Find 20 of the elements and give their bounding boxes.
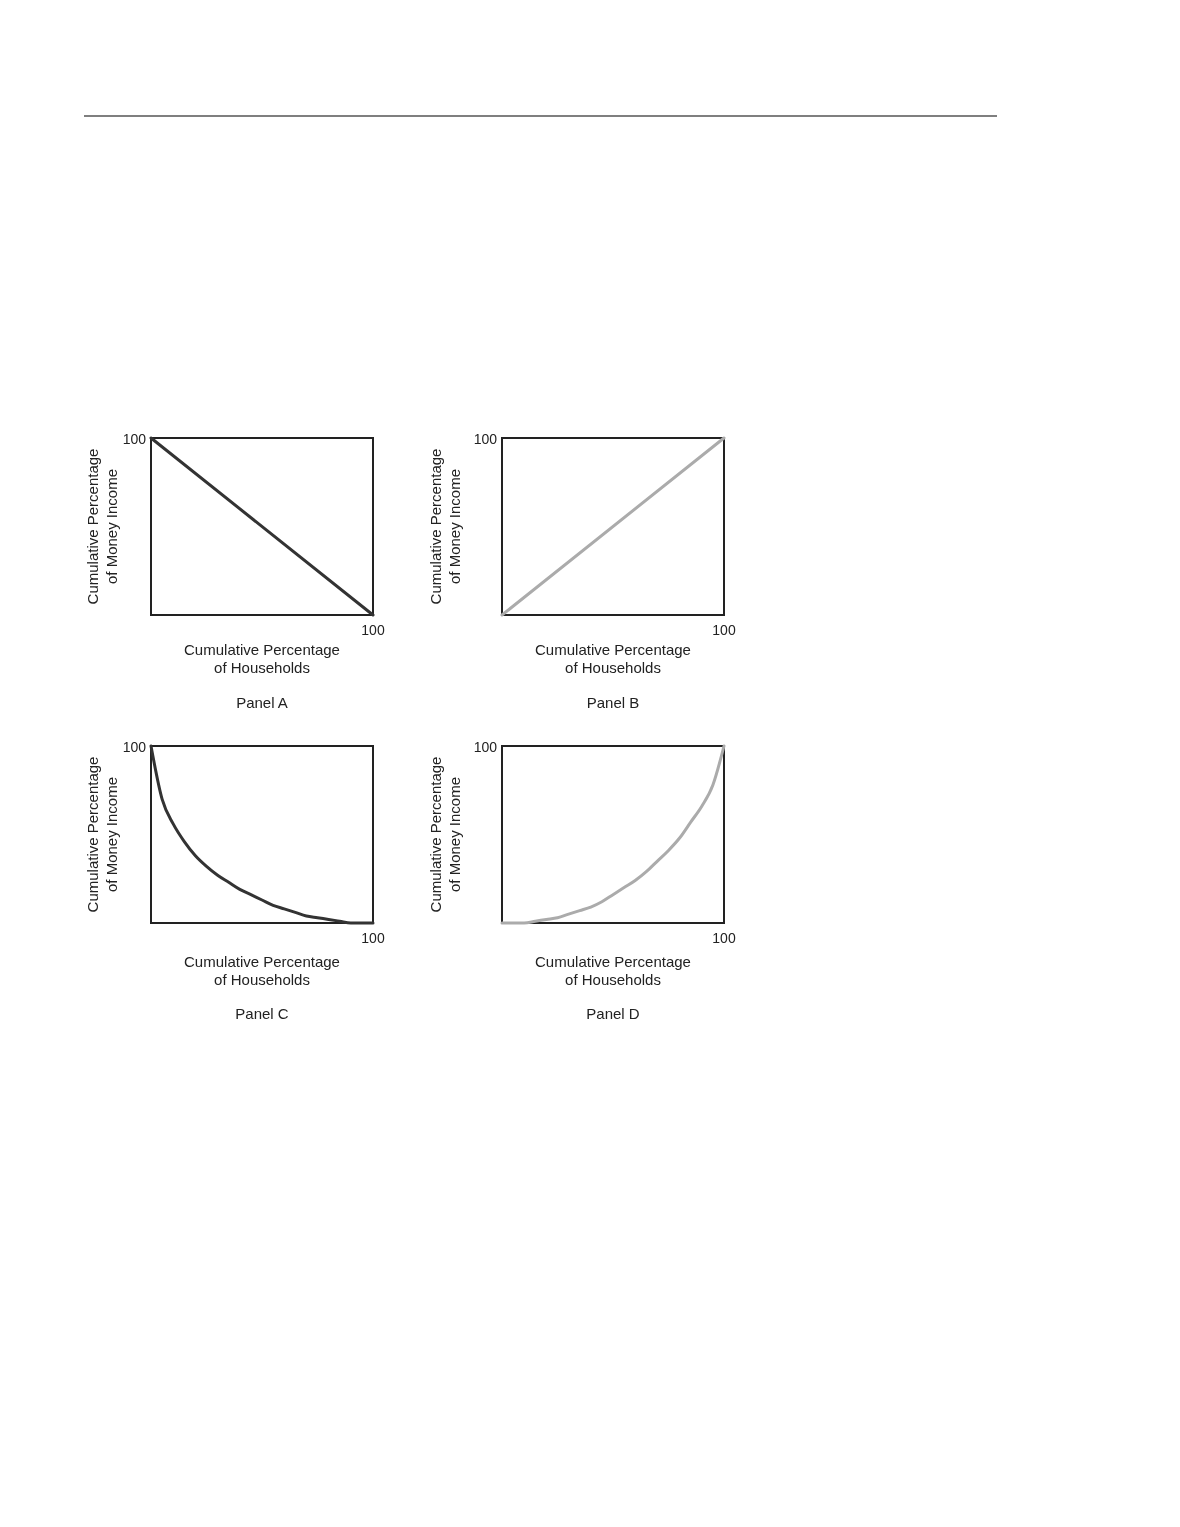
x-axis-title: Cumulative Percentage of Households xyxy=(184,641,340,676)
text: 100 xyxy=(122,739,147,755)
x-axis-title: Cumulative Percentage of Households xyxy=(184,953,340,988)
y-axis-title: Cumulative Percentage of Money Income xyxy=(427,756,463,913)
text: Panel A xyxy=(236,694,288,711)
x-axis-title: Cumulative Percentage of Households xyxy=(535,641,691,676)
x-axis-title: Cumulative Percentage of Households xyxy=(535,953,691,988)
y-axis-title: Cumulative Percentage of Money Income xyxy=(84,756,120,913)
text: Panel C xyxy=(235,1005,289,1022)
annotation: 100 xyxy=(473,431,498,447)
text: 100 xyxy=(712,930,736,946)
annotation: 100 xyxy=(122,431,147,447)
text: Panel B xyxy=(586,694,640,711)
y-axis-title: Cumulative Percentage of Money Income xyxy=(427,448,463,605)
text: 100 xyxy=(361,930,385,946)
text: 100 xyxy=(361,622,385,638)
y-axis-title: Cumulative Percentage of Money Income xyxy=(84,448,120,605)
text: 100 xyxy=(712,622,736,638)
text: 100 xyxy=(473,739,498,755)
text: Panel D xyxy=(586,1005,640,1022)
